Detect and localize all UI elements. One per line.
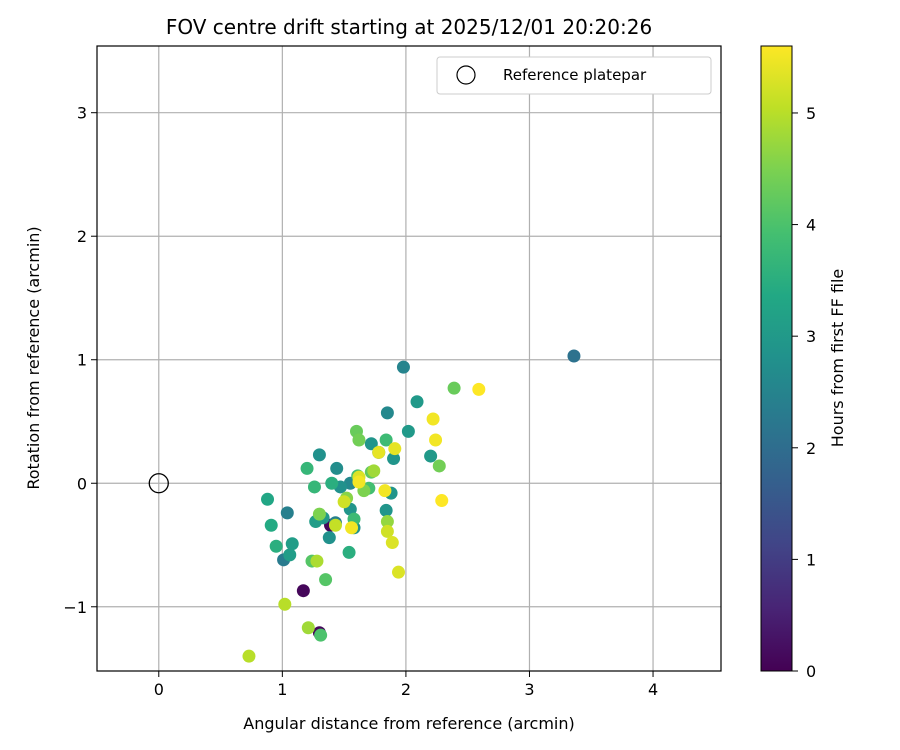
colorbar-tick-label: 3: [806, 327, 816, 346]
data-point: [567, 349, 581, 363]
data-point: [396, 360, 410, 374]
data-point: [307, 480, 321, 494]
data-point: [352, 433, 366, 447]
data-point: [280, 506, 294, 520]
x-tick-label: 4: [648, 680, 658, 699]
colorbar: 0 1 2 3 4 5 Hours from first FF file: [760, 45, 847, 681]
data-point: [312, 507, 326, 521]
data-point: [435, 494, 449, 508]
data-point: [352, 475, 366, 489]
data-point: [410, 395, 424, 409]
y-tick-label: −1: [63, 598, 87, 617]
data-point: [378, 484, 392, 498]
reference-platepar-marker: [148, 473, 169, 494]
data-point: [328, 518, 342, 532]
data-point: [296, 584, 310, 598]
data-point: [261, 492, 275, 506]
data-point: [432, 459, 446, 473]
data-point: [388, 442, 402, 456]
colorbar-tick-label: 0: [806, 662, 816, 681]
data-point: [387, 452, 401, 466]
x-tick-label: 0: [154, 680, 164, 699]
data-point: [264, 518, 278, 532]
data-point: [401, 424, 415, 438]
data-point: [322, 531, 336, 545]
data-point: [337, 495, 351, 509]
data-point: [342, 545, 356, 559]
y-tick-label: 1: [77, 351, 87, 370]
x-tick-label: 2: [401, 680, 411, 699]
data-point: [367, 464, 381, 478]
data-point: [301, 621, 315, 635]
colorbar-label: Hours from first FF file: [828, 269, 847, 448]
reference-marker-layer: [148, 473, 169, 494]
colorbar-tick-label: 4: [806, 216, 816, 235]
data-point: [380, 406, 394, 420]
data-point: [283, 548, 297, 562]
data-point: [278, 597, 292, 611]
data-point: [426, 412, 440, 426]
y-tick-label: 3: [77, 104, 87, 123]
data-point: [310, 554, 324, 568]
colorbar-gradient: [760, 45, 793, 672]
y-tick-label: 0: [77, 474, 87, 493]
data-point: [379, 433, 393, 447]
data-point: [429, 433, 443, 447]
data-point: [325, 476, 339, 490]
data-point: [447, 381, 461, 395]
data-point: [385, 536, 399, 550]
colorbar-ticks: 0 1 2 3 4 5: [792, 104, 816, 681]
data-point: [424, 449, 438, 463]
data-point: [300, 461, 314, 475]
plot-frame: [96, 45, 722, 672]
y-axis-label: Rotation from reference (arcmin): [24, 226, 43, 489]
data-point: [269, 539, 283, 553]
grid-lines: [97, 46, 721, 671]
chart-title: FOV centre drift starting at 2025/12/01 …: [166, 15, 652, 39]
data-point: [312, 448, 326, 462]
y-tick-label: 2: [77, 227, 87, 246]
colorbar-tick-label: 1: [806, 550, 816, 569]
data-point: [330, 461, 344, 475]
data-point: [364, 437, 378, 451]
data-points: [242, 349, 581, 663]
data-point: [314, 628, 328, 642]
axis-ticks: 0 1 2 3 4 −1 0 1 2 3: [63, 104, 658, 699]
legend: Reference platepar: [436, 56, 712, 95]
data-point: [472, 382, 486, 396]
legend-box: [436, 56, 712, 95]
x-tick-label: 3: [524, 680, 534, 699]
data-point: [391, 565, 405, 579]
data-point: [242, 649, 256, 663]
colorbar-tick-label: 5: [806, 104, 816, 123]
colorbar-tick-label: 2: [806, 439, 816, 458]
legend-label: Reference platepar: [503, 66, 647, 84]
data-point: [379, 503, 393, 517]
x-tick-label: 1: [277, 680, 287, 699]
data-point: [380, 515, 394, 529]
legend-marker-circle: [456, 65, 476, 85]
data-point: [285, 537, 299, 551]
data-point: [319, 573, 333, 587]
data-point: [345, 521, 359, 535]
data-point: [372, 445, 386, 459]
data-point: [380, 524, 394, 538]
x-axis-label: Angular distance from reference (arcmin): [243, 714, 574, 733]
